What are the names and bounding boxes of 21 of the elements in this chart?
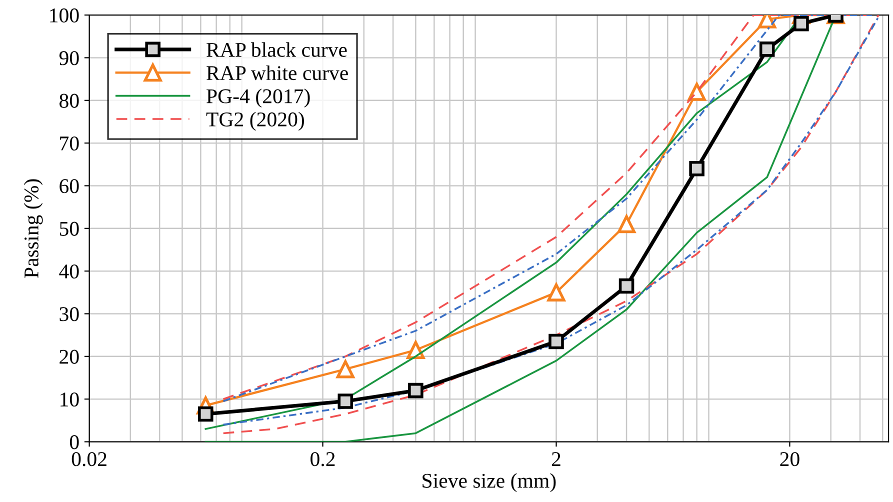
legend-label: PG-4 (2017) xyxy=(206,88,310,108)
y-tick-label: 100 xyxy=(50,8,79,22)
legend-label: RAP white curve xyxy=(206,65,348,80)
y-tick-label: 80 xyxy=(60,94,79,108)
y-tick-label: 90 xyxy=(59,51,79,66)
y-tick-label: 10 xyxy=(60,392,79,407)
x-tick-label: 20 xyxy=(780,452,800,466)
y-tick-label: 20 xyxy=(60,350,79,364)
y-tick-label: 30 xyxy=(60,307,79,322)
y-tick-label: 50 xyxy=(60,222,79,236)
x-tick-label: 2 xyxy=(552,452,560,466)
y-tick-label: 0 xyxy=(70,435,79,450)
y-tick-label: 40 xyxy=(59,264,79,279)
y-axis-title: Passing (%) xyxy=(24,179,43,278)
x-axis-title: Sieve size (mm) xyxy=(422,473,556,492)
legend-label: TG2 (2020) xyxy=(206,112,304,131)
y-tick-label: 70 xyxy=(60,136,79,151)
legend-label: RAP black curve xyxy=(206,42,347,57)
x-tick-label: 0.2 xyxy=(310,452,335,466)
x-tick-label: 0.02 xyxy=(72,452,106,466)
y-tick-label: 60 xyxy=(60,179,79,194)
